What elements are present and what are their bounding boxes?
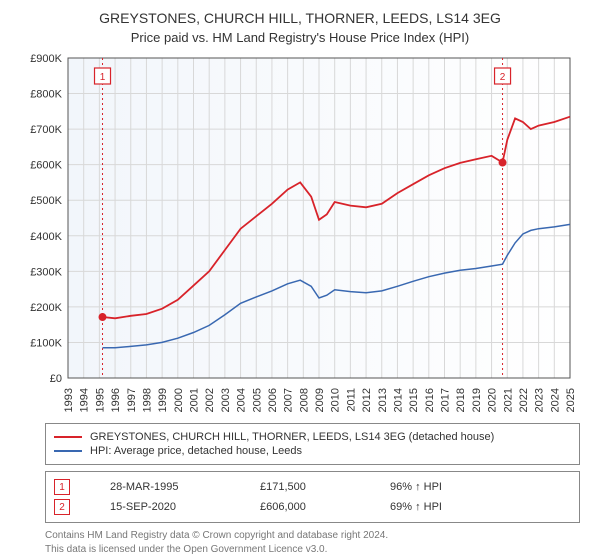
chart-area: £0 £100K £200K £300K £400K £500K £600K £700K £80…	[20, 53, 580, 413]
svg-text:2022: 2022	[518, 388, 530, 412]
svg-text:1996: 1996	[110, 388, 122, 412]
svg-text:1993: 1993	[63, 388, 75, 412]
svg-text:2: 2	[500, 72, 506, 83]
svg-text:2003: 2003	[220, 388, 232, 412]
svg-text:2014: 2014	[392, 388, 404, 412]
svg-text:2006: 2006	[267, 388, 279, 412]
marker-number-icon: 1	[54, 479, 70, 495]
legend-item: GREYSTONES, CHURCH HILL, THORNER, LEEDS,…	[54, 431, 571, 443]
footer-line2: This data is licensed under the Open Gov…	[45, 543, 580, 557]
svg-text:£900K: £900K	[30, 53, 62, 65]
svg-text:2021: 2021	[502, 388, 514, 412]
footer: Contains HM Land Registry data © Crown c…	[45, 529, 580, 557]
svg-text:1999: 1999	[157, 388, 169, 412]
svg-text:2008: 2008	[298, 388, 310, 412]
svg-text:1994: 1994	[79, 388, 91, 412]
svg-text:1998: 1998	[141, 388, 153, 412]
marker-number-icon: 2	[54, 499, 70, 515]
legend-item: HPI: Average price, detached house, Leed…	[54, 445, 571, 457]
svg-text:£300K: £300K	[30, 266, 62, 278]
legend: GREYSTONES, CHURCH HILL, THORNER, LEEDS,…	[45, 423, 580, 465]
svg-text:2019: 2019	[471, 388, 483, 412]
svg-text:£800K: £800K	[30, 89, 62, 101]
marker-date: 28-MAR-1995	[110, 481, 220, 493]
footer-line1: Contains HM Land Registry data © Crown c…	[45, 529, 580, 543]
svg-text:£400K: £400K	[30, 231, 62, 243]
svg-text:1995: 1995	[94, 388, 106, 412]
legend-label: GREYSTONES, CHURCH HILL, THORNER, LEEDS,…	[90, 431, 494, 443]
svg-text:2024: 2024	[549, 388, 561, 412]
svg-text:2015: 2015	[408, 388, 420, 412]
svg-text:2001: 2001	[189, 388, 201, 412]
svg-text:2002: 2002	[204, 388, 216, 412]
markers-table: 1 28-MAR-1995 £171,500 96% ↑ HPI 2 15-SEP-202…	[45, 471, 580, 523]
svg-text:2012: 2012	[361, 388, 373, 412]
marker-delta: 96% ↑ HPI	[390, 481, 442, 493]
marker-delta: 69% ↑ HPI	[390, 501, 442, 513]
svg-text:2004: 2004	[236, 388, 248, 412]
svg-text:£700K: £700K	[30, 124, 62, 136]
svg-text:£100K: £100K	[30, 337, 62, 349]
legend-swatch	[54, 436, 82, 438]
svg-text:2010: 2010	[330, 388, 342, 412]
svg-text:2018: 2018	[455, 388, 467, 412]
svg-text:2016: 2016	[424, 388, 436, 412]
svg-text:1: 1	[100, 72, 106, 83]
marker-date: 15-SEP-2020	[110, 501, 220, 513]
marker-row: 2 15-SEP-2020 £606,000 69% ↑ HPI	[54, 497, 571, 517]
svg-text:£600K: £600K	[30, 160, 62, 172]
chart-title: GREYSTONES, CHURCH HILL, THORNER, LEEDS,…	[0, 0, 600, 26]
svg-text:2025: 2025	[565, 388, 577, 412]
marker-price: £606,000	[260, 501, 350, 513]
chart-subtitle: Price paid vs. HM Land Registry's House …	[0, 26, 600, 53]
svg-text:2011: 2011	[345, 388, 357, 412]
marker-price: £171,500	[260, 481, 350, 493]
svg-text:1997: 1997	[126, 388, 138, 412]
svg-text:2023: 2023	[534, 388, 546, 412]
svg-text:2005: 2005	[251, 388, 263, 412]
legend-swatch	[54, 450, 82, 452]
marker-row: 1 28-MAR-1995 £171,500 96% ↑ HPI	[54, 477, 571, 497]
svg-text:2000: 2000	[173, 388, 185, 412]
svg-text:2017: 2017	[440, 388, 452, 412]
svg-text:2009: 2009	[314, 388, 326, 412]
svg-text:2013: 2013	[377, 388, 389, 412]
svg-text:2020: 2020	[487, 388, 499, 412]
svg-text:£200K: £200K	[30, 302, 62, 314]
legend-label: HPI: Average price, detached house, Leed…	[90, 445, 302, 457]
chart-svg: £0 £100K £200K £300K £400K £500K £600K £700K £80…	[20, 53, 580, 413]
svg-text:£500K: £500K	[30, 195, 62, 207]
svg-text:£0: £0	[50, 373, 62, 385]
svg-text:2007: 2007	[283, 388, 295, 412]
